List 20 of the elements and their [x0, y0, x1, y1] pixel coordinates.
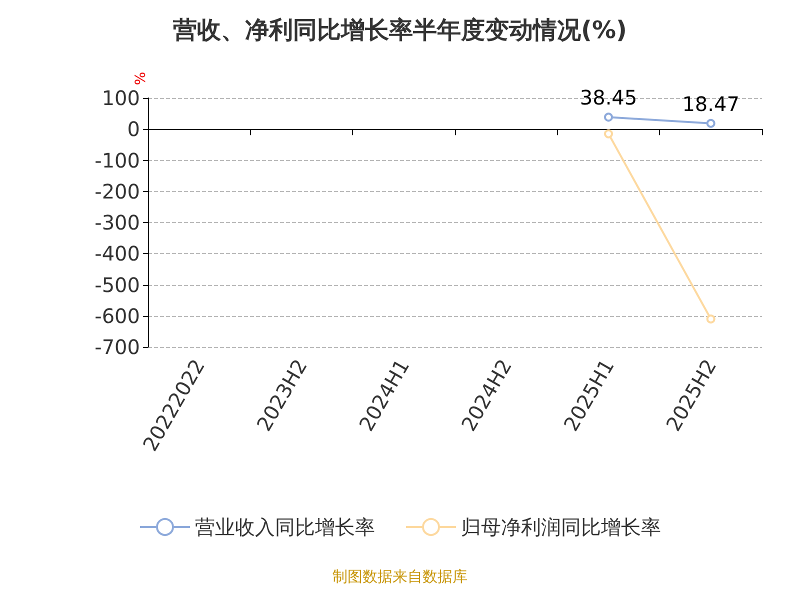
- y-tick-label: -200: [94, 179, 140, 204]
- y-tick-label: -400: [94, 242, 140, 266]
- y-tick-label: 100: [102, 86, 140, 110]
- y-tick-label: 0: [127, 117, 140, 142]
- legend-label: 营业收入同比增长率: [195, 515, 375, 539]
- data-label: 38.45: [580, 86, 638, 110]
- point: [604, 129, 613, 138]
- point: [706, 314, 716, 324]
- chart-title: 营收、净利同比增长率半年度变动情况(%): [172, 16, 627, 44]
- data-label: 18.47: [682, 92, 740, 116]
- point: [604, 112, 613, 122]
- y-tick-label: -300: [94, 210, 140, 234]
- text: 制图数据来自数据库: [332, 568, 468, 586]
- y-tick-label: -100: [94, 148, 140, 172]
- y-axis-title: %: [133, 72, 149, 86]
- y-tick-label: -700: [94, 335, 140, 359]
- point: [706, 118, 716, 128]
- y-tick-label: -500: [94, 272, 140, 297]
- legend-label: 归母净利润同比增长率: [461, 515, 661, 539]
- y-tick-label: -600: [94, 304, 140, 328]
